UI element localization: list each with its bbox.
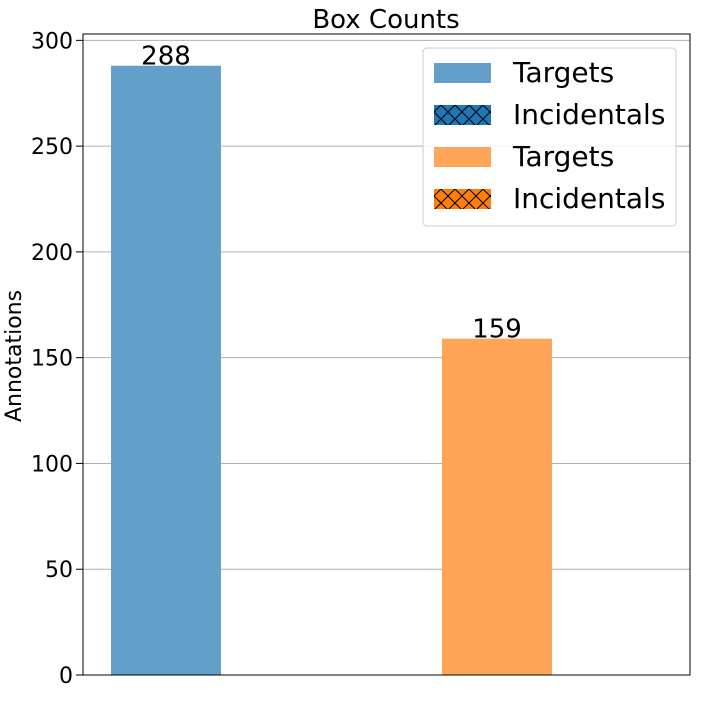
legend-label: Targets [512,56,614,89]
legend-swatch-hatch [434,189,491,209]
legend-label: Incidentals [513,98,665,131]
bar-value-labels: 288 159 [141,42,522,345]
bar-value-label: 159 [472,315,522,345]
y-axis-label: Annotations [2,290,27,422]
legend-swatch [434,63,491,83]
legend-label: Incidentals [513,182,665,215]
bars [111,65,552,676]
legend-swatch [434,147,491,167]
legend-label: Targets [512,140,614,173]
y-axis-ticks: 0 50 100 150 200 250 300 [31,29,83,689]
y-tick-label: 200 [31,241,73,266]
y-tick-label: 300 [31,29,73,54]
bar [442,338,552,675]
legend-box [422,47,677,227]
chart-title: Box Counts [312,5,459,35]
legend-swatch-hatch [434,105,491,125]
y-tick-label: 50 [45,558,73,583]
bar [111,65,221,676]
y-tick-label: 0 [59,664,73,689]
plot-frame [82,33,691,676]
bar-value-label: 288 [141,42,191,72]
y-tick-label: 150 [31,347,73,372]
legend: Targets Incidentals Targets Incidentals [422,47,677,227]
y-tick-label: 100 [31,452,73,477]
y-tick-label: 250 [31,135,73,160]
